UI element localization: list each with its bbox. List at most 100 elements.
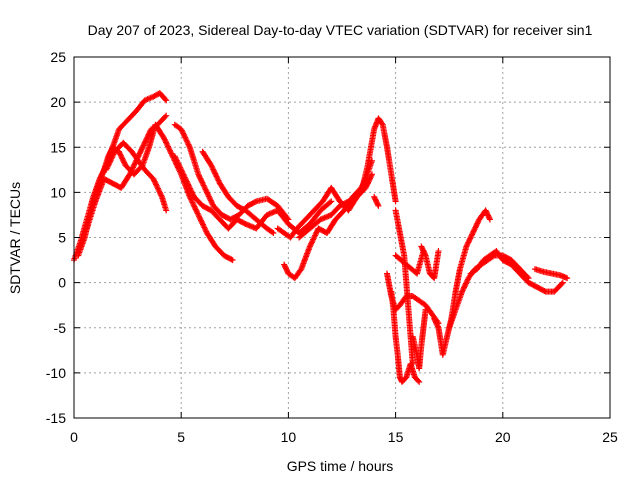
- data-point: [473, 223, 479, 230]
- data-point: [157, 191, 164, 198]
- data-point: [154, 184, 161, 191]
- data-point: [183, 178, 190, 185]
- grid: [74, 57, 610, 418]
- data-point: [108, 155, 115, 162]
- data-point: [103, 166, 110, 173]
- data-point: [183, 177, 190, 184]
- data-point: [178, 126, 185, 133]
- data-point: [307, 242, 314, 249]
- data-point: [199, 179, 206, 186]
- data-point: [199, 221, 206, 228]
- data-point: [192, 206, 199, 213]
- data-point: [193, 207, 200, 214]
- data-point: [270, 229, 277, 236]
- data-point: [470, 228, 477, 235]
- data-point: [367, 174, 374, 181]
- data-point: [182, 134, 189, 141]
- y-tick-label: 15: [50, 139, 66, 155]
- data-point: [420, 248, 427, 255]
- data-point: [196, 172, 203, 179]
- data-point: [205, 193, 212, 200]
- data-point: [469, 231, 476, 238]
- data-point: [185, 181, 192, 188]
- series-arc-10: [296, 171, 376, 241]
- data-point: [212, 172, 219, 179]
- data-point: [194, 210, 201, 217]
- x-tick-label: 5: [177, 429, 185, 445]
- data-point: [152, 181, 159, 188]
- data-point: [564, 275, 571, 282]
- data-point: [189, 189, 196, 196]
- data-point: [211, 169, 218, 176]
- data-point: [150, 177, 157, 184]
- data-point: [310, 235, 317, 242]
- data-point: [197, 217, 204, 224]
- data-point: [178, 127, 185, 134]
- data-point: [269, 229, 276, 236]
- data-point: [558, 280, 565, 287]
- data-point: [374, 201, 381, 208]
- data-point: [466, 236, 473, 243]
- data-point: [462, 281, 469, 288]
- data-point: [209, 200, 216, 207]
- data-point: [118, 154, 125, 161]
- data-point: [214, 174, 221, 181]
- data-point: [120, 158, 127, 165]
- data-point: [214, 176, 221, 183]
- data-point: [117, 151, 124, 158]
- data-point: [116, 150, 123, 157]
- data-point: [142, 138, 149, 145]
- data-point: [378, 120, 385, 127]
- data-point: [135, 151, 142, 158]
- x-tick-label: 20: [495, 429, 511, 445]
- data-point: [139, 145, 146, 152]
- data-point: [196, 214, 203, 221]
- series-arc-11: [358, 115, 399, 205]
- data-point: [187, 185, 194, 192]
- data-point: [106, 159, 113, 166]
- series-arc-13: [392, 207, 416, 367]
- series-arc-6: [171, 153, 335, 236]
- data-point: [144, 132, 151, 139]
- data-point: [559, 279, 566, 286]
- data-point: [185, 182, 192, 189]
- data-point: [365, 178, 372, 185]
- data-point: [162, 113, 169, 120]
- data-point: [195, 171, 202, 178]
- series-arc-7: [199, 148, 277, 236]
- data-point: [165, 143, 172, 150]
- data-point: [435, 248, 442, 255]
- chart-title: Day 207 of 2023, Sidereal Day-to-day VTE…: [88, 22, 593, 38]
- x-axis-label: GPS time / hours: [287, 458, 394, 474]
- data-point: [197, 216, 204, 223]
- data-point: [163, 97, 170, 104]
- y-tick-label: -10: [46, 365, 66, 381]
- data-point: [486, 215, 493, 222]
- data-point: [153, 182, 160, 189]
- data-point: [200, 223, 207, 230]
- series-arc-5: [171, 121, 292, 223]
- data-point: [208, 162, 215, 169]
- data-point: [130, 164, 137, 171]
- data-point: [129, 165, 136, 172]
- data-point: [201, 185, 208, 192]
- data-point: [459, 288, 466, 295]
- data-point: [184, 180, 191, 187]
- data-point: [163, 112, 170, 119]
- data-point: [132, 160, 139, 167]
- data-point: [141, 139, 148, 146]
- data-point: [215, 177, 222, 184]
- data-point: [202, 227, 209, 234]
- data-point: [166, 146, 173, 153]
- data-point: [309, 237, 316, 244]
- data-point: [422, 306, 429, 313]
- data-point: [155, 186, 162, 193]
- data-point: [126, 171, 133, 178]
- data-point: [310, 236, 317, 243]
- data-point: [105, 162, 112, 169]
- data-point: [468, 232, 475, 239]
- data-point: [190, 202, 197, 209]
- data-point: [311, 233, 318, 240]
- data-point: [366, 176, 373, 183]
- data-point: [137, 149, 144, 156]
